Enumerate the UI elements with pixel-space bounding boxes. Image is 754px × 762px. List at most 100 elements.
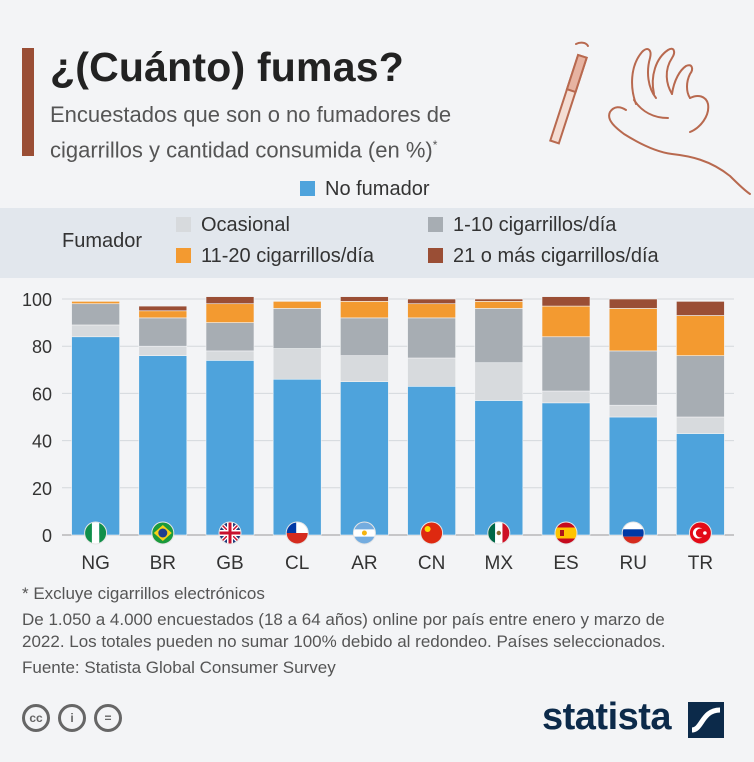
- footnote-excludes: * Excluye cigarrillos electrónicos: [22, 584, 265, 603]
- bar-segment-RU-2: [608, 350, 658, 406]
- legend-label-21-mas: 21 o más cigarrillos/día: [453, 245, 659, 267]
- bar-segment-CN-2: [407, 317, 456, 359]
- bar-segment-CN-3: [407, 303, 456, 319]
- x-tick-label-BR: BR: [150, 553, 176, 574]
- bar-segment-MX-0: [474, 400, 524, 536]
- bar-segment-RU-4: [608, 298, 658, 309]
- bar-segment-NG-0: [71, 336, 120, 536]
- legend-label-no-fumador: No fumador: [325, 178, 430, 200]
- legend-label-11-20: 11-20 cigarrillos/día: [201, 245, 375, 267]
- bar-segment-ES-2: [541, 336, 591, 392]
- bar-segment-ES-3: [541, 305, 591, 338]
- x-tick-label-NG: NG: [81, 553, 110, 574]
- bar-segment-BR-1: [138, 345, 188, 356]
- bar-segment-AR-0: [340, 381, 389, 536]
- bar-segment-CN-1: [407, 357, 456, 387]
- bar-segment-BR-0: [138, 355, 188, 536]
- legend-item-11-20: 11-20 cigarrillos/día: [176, 245, 374, 268]
- bar-segment-BR-3: [138, 310, 188, 319]
- y-tick-label-80: 80: [32, 337, 52, 357]
- bar-segment-AR-2: [340, 317, 389, 356]
- y-tick-label-100: 100: [22, 290, 52, 310]
- x-tick-label-RU: RU: [619, 553, 646, 574]
- x-tick-label-ES: ES: [553, 553, 578, 574]
- bar-segment-BR-2: [138, 317, 188, 347]
- bar-segment-NG-2: [71, 303, 120, 326]
- attribution-icon[interactable]: i: [58, 704, 86, 732]
- legend-swatch-11-20: [176, 248, 191, 263]
- footnote-sample-line1: De 1.050 a 4.000 encuestados (18 a 64 añ…: [22, 610, 665, 629]
- legend-swatch-ocasional: [176, 217, 191, 232]
- y-tick-label-40: 40: [32, 432, 52, 452]
- legend-swatch-21-mas: [428, 248, 443, 263]
- x-tick-label-MX: MX: [485, 553, 514, 574]
- argentina-flag-icon: [352, 521, 376, 545]
- bar-segment-MX-1: [474, 362, 524, 401]
- legend-item-ocasional: Ocasional: [176, 214, 290, 237]
- brazil-flag-icon: [151, 521, 175, 545]
- legend-item-1-10: 1-10 cigarrillos/día: [428, 214, 616, 237]
- spain-flag-icon: [554, 521, 578, 545]
- bar-segment-GB-0: [205, 360, 255, 536]
- bar-segment-CL-1: [272, 348, 322, 380]
- y-tick-label-0: 0: [42, 526, 52, 546]
- bar-segment-CL-3: [272, 301, 322, 309]
- bar-segment-TR-0: [676, 433, 725, 536]
- bar-segment-MX-2: [474, 308, 524, 364]
- bar-segment-AR-3: [340, 301, 389, 319]
- bar-segment-RU-1: [608, 404, 658, 418]
- statista-logo-mark-icon: [688, 702, 724, 738]
- subtitle-text: Encuestados que son o no fumadores de ci…: [50, 102, 452, 163]
- bar-segment-GB-2: [205, 322, 255, 352]
- legend-swatch-1-10: [428, 217, 443, 232]
- bar-segment-BR-4: [138, 305, 188, 312]
- legend-swatch-no-fumador: [300, 181, 315, 196]
- license-icons: cc i =: [22, 704, 130, 732]
- bar-segment-TR-3: [676, 315, 725, 356]
- bar-segment-CN-4: [407, 298, 456, 305]
- chile-flag-icon: [285, 521, 309, 545]
- china-flag-icon: [420, 521, 444, 545]
- bar-segment-MX-4: [474, 298, 524, 302]
- bar-segment-TR-4: [676, 301, 725, 316]
- bar-segment-ES-0: [541, 402, 591, 536]
- x-tick-label-TR: TR: [688, 553, 713, 574]
- bar-segment-CL-0: [272, 378, 322, 536]
- bar-segment-ES-1: [541, 390, 591, 404]
- bar-segment-GB-4: [205, 296, 255, 305]
- legend-item-21-mas: 21 o más cigarrillos/día: [428, 245, 659, 268]
- legend-label-1-10: 1-10 cigarrillos/día: [453, 214, 617, 236]
- y-tick-label-20: 20: [32, 479, 52, 499]
- stacked-bar-chart: 0 20 40 60 80 100 NG BR GB CL AR CN MX ES RU TR: [22, 290, 734, 574]
- bar-segment-GB-1: [205, 350, 255, 361]
- nigeria-flag-icon: [84, 521, 108, 545]
- bar-segment-CN-0: [407, 386, 456, 536]
- bar-segment-CL-2: [272, 308, 322, 349]
- cc-icon[interactable]: cc: [22, 704, 50, 732]
- bar-segment-MX-3: [474, 301, 524, 309]
- mexico-flag-icon: [487, 521, 511, 545]
- chart-subtitle: Encuestados que son o no fumadores de ci…: [50, 100, 520, 165]
- bar-segment-TR-1: [676, 416, 725, 434]
- x-tick-label-CL: CL: [285, 553, 309, 574]
- chart-title: ¿(Cuánto) fumas?: [50, 44, 404, 90]
- legend-non-smoker: No fumador: [0, 174, 754, 208]
- bar-segment-AR-4: [340, 296, 389, 302]
- bar-segment-ES-4: [541, 296, 591, 307]
- legend-smoker-label: Fumador: [62, 230, 143, 252]
- bar-segment-TR-2: [676, 355, 725, 418]
- no-derivatives-icon[interactable]: =: [94, 704, 122, 732]
- statista-logo[interactable]: statista: [542, 696, 672, 738]
- bar-segment-AR-1: [340, 355, 389, 382]
- subtitle-asterisk: *: [432, 138, 438, 152]
- bar-segment-NG-3: [71, 301, 120, 305]
- turkey-flag-icon: [688, 521, 712, 545]
- title-accent-bar: [22, 48, 34, 156]
- bar-segment-RU-0: [608, 416, 658, 536]
- legend-smoker-band: [0, 208, 754, 278]
- hand-cigarette-icon: [549, 41, 751, 195]
- y-tick-label-60: 60: [32, 384, 52, 404]
- x-tick-label-AR: AR: [351, 553, 377, 574]
- legend-item-no-fumador: No fumador: [300, 178, 430, 201]
